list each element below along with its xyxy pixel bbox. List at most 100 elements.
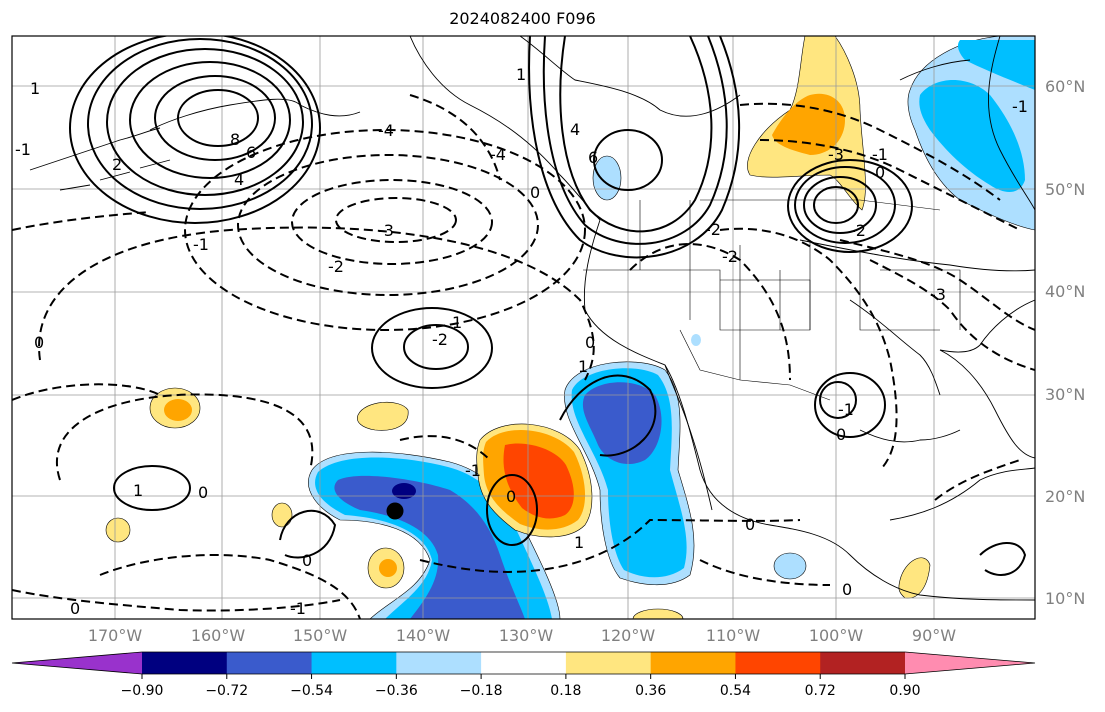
contour-label: 0	[530, 183, 540, 202]
negative-anomaly-region	[392, 483, 416, 499]
contour-label: -2	[432, 330, 448, 349]
contour-label: 4	[234, 170, 244, 189]
contour-label: 0	[34, 333, 44, 352]
lat-label: 50°N	[1045, 180, 1086, 199]
contour-label: -2	[705, 220, 721, 239]
colorbar-segment	[565, 652, 652, 674]
contour-label: 0	[198, 483, 208, 502]
contour-label: 1	[578, 357, 588, 376]
map-frame	[11, 35, 1036, 620]
positive-anomaly-region	[271, 502, 293, 528]
colorbar-segment	[735, 652, 821, 674]
positive-anomaly-region	[164, 399, 192, 421]
lon-label: 100°W	[808, 626, 864, 645]
colorbar-segment	[311, 652, 397, 674]
contour-label: 6	[588, 148, 598, 167]
contour-label: 0	[875, 163, 885, 182]
positive-anomaly-region	[503, 443, 574, 519]
colorbar-segments	[11, 651, 1036, 679]
contour-label: 2	[112, 155, 122, 174]
positive-anomaly-region	[379, 559, 397, 577]
contour-label: -1	[838, 400, 854, 419]
positive-anomaly-region	[632, 608, 684, 619]
contour-label: -1	[465, 461, 481, 480]
colorbar-tick-label: −0.36	[374, 683, 418, 699]
contour-label: 8	[230, 130, 240, 149]
contour-label-group: -1 -2 -3 -4 -2 -3 0 -1 -2 -2 -2 -3 0 0 0…	[15, 65, 1028, 618]
lon-label: 120°W	[600, 626, 656, 645]
contour-lines	[69, 36, 1027, 576]
colorbar-tick-label: 0.72	[804, 683, 836, 699]
colorbar-tick-label: 0.18	[550, 683, 582, 699]
negative-anomaly-region	[334, 475, 525, 619]
lon-label: 140°W	[395, 626, 451, 645]
contour-label: 1	[574, 533, 584, 552]
colorbar-tick-label: −0.90	[120, 683, 164, 699]
contour-label: 0	[302, 551, 312, 570]
contour-label: 1	[30, 79, 40, 98]
positive-anomaly-region	[357, 401, 409, 431]
contour-label: -1	[290, 599, 306, 618]
colorbar-tick-label: −0.54	[290, 683, 333, 699]
lon-label: 160°W	[190, 626, 246, 645]
contour-lines-dashed	[12, 94, 1035, 619]
contour-label: 6	[246, 143, 256, 162]
negative-anomaly-region	[919, 80, 1025, 192]
map-plot: -1 -2 -3 -4 -2 -3 0 -1 -2 -2 -2 -3 0 0 0…	[11, 35, 1036, 620]
colorbar-segment	[142, 652, 228, 674]
colorbar-segment	[226, 652, 313, 674]
contour-label: -2	[850, 221, 866, 240]
contour-label: -1	[1012, 97, 1028, 116]
contour-label: 0	[506, 487, 516, 506]
contour-label: 0	[836, 425, 846, 444]
colorbar	[11, 651, 1036, 679]
contour-label: 0	[585, 333, 595, 352]
colorbar-tick-label: 0.54	[719, 683, 752, 699]
lon-label: 150°W	[292, 626, 348, 645]
contour-label: 1	[516, 65, 526, 84]
contour-label: -3	[828, 145, 844, 164]
lon-label: 130°W	[498, 626, 554, 645]
positive-anomaly-region	[105, 517, 131, 543]
contour-label: 0	[70, 599, 80, 618]
contour-label: 0	[745, 515, 755, 534]
colorbar-segment	[650, 652, 736, 674]
colorbar-extend-low	[12, 652, 142, 674]
contour-label: -4	[378, 121, 394, 140]
lon-label: 90°W	[911, 626, 957, 645]
lat-label: 30°N	[1045, 385, 1086, 404]
positive-anomaly-region	[772, 93, 845, 155]
colorbar-segment	[481, 652, 567, 674]
colorbar-tick-label: −0.72	[205, 683, 249, 699]
contour-label: -4	[490, 145, 506, 164]
contour-label: -1	[872, 145, 888, 164]
contour-label: 0	[842, 580, 852, 599]
contour-label: 1	[452, 313, 462, 332]
contour-label: -3	[378, 221, 394, 240]
contour-label: -1	[15, 140, 31, 159]
lat-label: 10°N	[1045, 589, 1086, 608]
negative-anomaly-region	[773, 552, 807, 580]
state-borders	[583, 199, 961, 401]
lat-label: 40°N	[1045, 282, 1086, 301]
negative-anomaly-region	[957, 40, 1035, 90]
colorbar-tick-label: −0.18	[459, 683, 503, 699]
contour-label: -2	[722, 247, 738, 266]
contour-label: 1	[133, 481, 143, 500]
colorbar-segment	[820, 652, 906, 674]
map-title: 2024082400 F096	[449, 9, 596, 28]
colorbar-tick-label: 0.36	[635, 683, 667, 699]
contour-label: -3	[930, 285, 946, 304]
lat-label: 20°N	[1045, 487, 1086, 506]
contour-label: -1	[193, 235, 209, 254]
shading-layer	[105, 36, 1035, 619]
contour-label: 4	[570, 120, 580, 139]
colorbar-tick-label: 0.90	[889, 683, 921, 699]
colorbar-extend-high	[905, 652, 1035, 674]
storm-center-marker	[386, 502, 404, 520]
lon-label: 170°W	[87, 626, 143, 645]
positive-anomaly-region	[898, 557, 931, 599]
lon-label: 110°W	[705, 626, 761, 645]
negative-anomaly-region	[691, 334, 701, 346]
lat-label: 60°N	[1045, 77, 1086, 96]
